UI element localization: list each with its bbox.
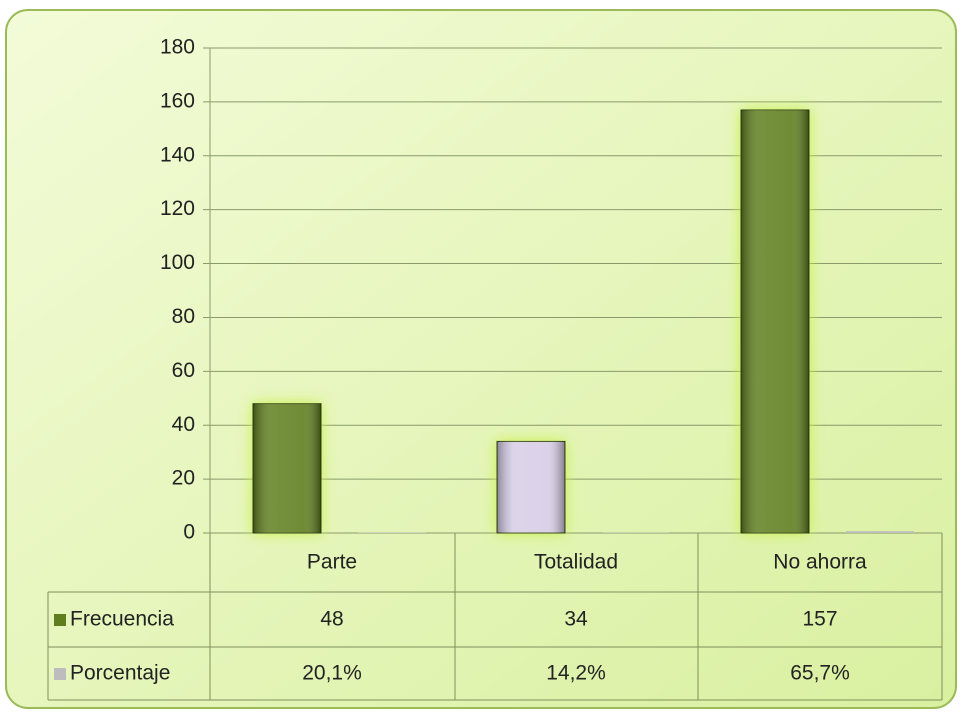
x-tick-label: Parte — [307, 551, 357, 574]
bar-group — [358, 532, 426, 533]
bar — [358, 532, 426, 533]
bar — [846, 531, 914, 533]
data-table — [47, 533, 943, 701]
table-value: 65,7% — [790, 662, 850, 685]
legend-swatch — [54, 668, 66, 680]
table-value: 14,2% — [546, 662, 606, 685]
bar-group — [252, 403, 322, 534]
y-tick-label: 100 — [160, 251, 195, 274]
table-value: 157 — [802, 608, 837, 631]
y-tick-label: 0 — [183, 521, 195, 544]
y-tick-label: 180 — [160, 36, 195, 59]
legend-label: Frecuencia — [70, 608, 174, 631]
table-value: 48 — [320, 608, 343, 631]
y-tick-label: 80 — [172, 305, 195, 328]
table-value: 34 — [564, 608, 588, 631]
x-tick-label: No ahorra — [773, 551, 867, 574]
y-tick-label: 160 — [160, 89, 195, 112]
x-tick-label: Totalidad — [534, 551, 618, 574]
y-tick-label: 60 — [172, 359, 195, 382]
legend-label: Porcentaje — [70, 662, 170, 685]
bar-group — [496, 440, 566, 534]
legend-swatch — [54, 614, 66, 626]
chart-frame — [5, 9, 957, 709]
bar-shade — [253, 403, 321, 533]
y-tick-label: 120 — [160, 197, 195, 220]
bar-shade — [741, 109, 809, 533]
bar-group — [846, 531, 914, 533]
y-tick-label: 40 — [172, 413, 195, 436]
bar-group — [740, 109, 810, 534]
y-tick-label: 140 — [160, 143, 195, 166]
y-tick-label: 20 — [172, 467, 195, 490]
table-value: 20,1% — [302, 662, 362, 685]
bar-shade — [497, 441, 565, 533]
